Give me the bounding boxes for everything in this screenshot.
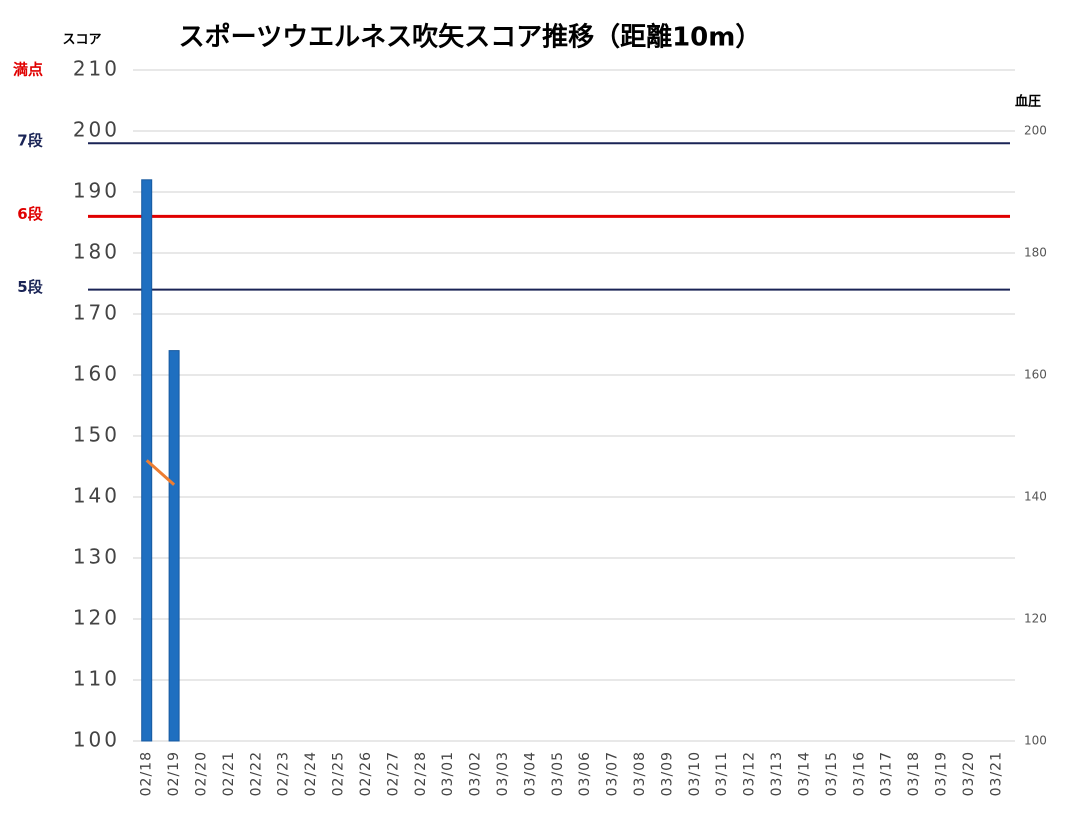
x-tick-label: 03/09 xyxy=(659,751,675,796)
x-tick-label: 02/25 xyxy=(331,751,347,796)
x-tick-label: 02/21 xyxy=(221,751,237,796)
x-tick-label: 03/17 xyxy=(879,751,895,796)
x-tick-label: 03/12 xyxy=(742,751,758,796)
x-tick-label: 02/19 xyxy=(166,751,182,796)
y2-tick-label: 160 xyxy=(1024,368,1047,382)
x-tick-label: 03/07 xyxy=(605,751,621,796)
x-tick-label: 02/27 xyxy=(385,751,401,796)
reference-label: 7段 xyxy=(17,132,42,150)
chart-title: スポーツウエルネス吹矢スコア推移（距離10m） xyxy=(179,22,762,53)
x-tick-label: 02/22 xyxy=(248,751,264,796)
y-tick-label: 210 xyxy=(73,57,120,81)
x-tick-label: 02/24 xyxy=(303,751,319,796)
y2-tick-label: 100 xyxy=(1024,734,1047,748)
y-tick-label: 110 xyxy=(73,667,120,691)
x-tick-label: 03/11 xyxy=(714,751,730,796)
y-tick-label: 100 xyxy=(73,728,120,752)
x-tick-label: 02/18 xyxy=(139,751,155,796)
y-tick-label: 120 xyxy=(73,606,120,630)
x-tick-label: 02/28 xyxy=(413,751,429,796)
x-tick-label: 03/06 xyxy=(577,751,593,796)
x-tick-label: 03/21 xyxy=(988,751,1004,796)
full-score-label: 満点 xyxy=(13,61,43,79)
x-tick-label: 03/10 xyxy=(687,751,703,796)
x-tick-label: 02/26 xyxy=(358,751,374,796)
y-tick-label: 190 xyxy=(73,179,120,203)
y2-tick-label: 200 xyxy=(1024,124,1047,138)
x-tick-label: 03/03 xyxy=(495,751,511,796)
y2-tick-label: 120 xyxy=(1024,612,1047,626)
x-tick-label: 03/01 xyxy=(440,751,456,796)
reference-label: 5段 xyxy=(17,278,42,296)
x-tick-label: 03/19 xyxy=(933,751,949,796)
x-tick-label: 03/16 xyxy=(851,751,867,796)
x-tick-label: 03/04 xyxy=(522,751,538,796)
bar xyxy=(168,350,180,742)
x-tick-label: 03/14 xyxy=(796,751,812,796)
y-tick-label: 200 xyxy=(73,118,120,142)
y-tick-label: 170 xyxy=(73,301,120,325)
y-tick-label: 130 xyxy=(73,545,120,569)
y2-axis-title: 血圧 xyxy=(1015,94,1041,110)
x-tick-label: 03/02 xyxy=(468,751,484,796)
x-tick-label: 02/20 xyxy=(194,751,210,796)
y-tick-label: 180 xyxy=(73,240,120,264)
y2-tick-label: 180 xyxy=(1024,246,1047,260)
x-tick-label: 03/05 xyxy=(550,751,566,796)
x-tick-label: 03/15 xyxy=(824,751,840,796)
x-tick-label: 03/18 xyxy=(906,751,922,796)
x-tick-label: 03/20 xyxy=(961,751,977,796)
y-tick-label: 160 xyxy=(73,362,120,386)
y-tick-label: 140 xyxy=(73,484,120,508)
reference-label: 6段 xyxy=(17,205,42,223)
x-tick-label: 02/23 xyxy=(276,751,292,796)
y-axis-title: スコア xyxy=(62,33,101,48)
y-tick-label: 150 xyxy=(73,423,120,447)
y2-tick-label: 140 xyxy=(1024,490,1047,504)
x-tick-label: 03/08 xyxy=(632,751,648,796)
line xyxy=(145,459,176,486)
x-tick-label: 03/13 xyxy=(769,751,785,796)
